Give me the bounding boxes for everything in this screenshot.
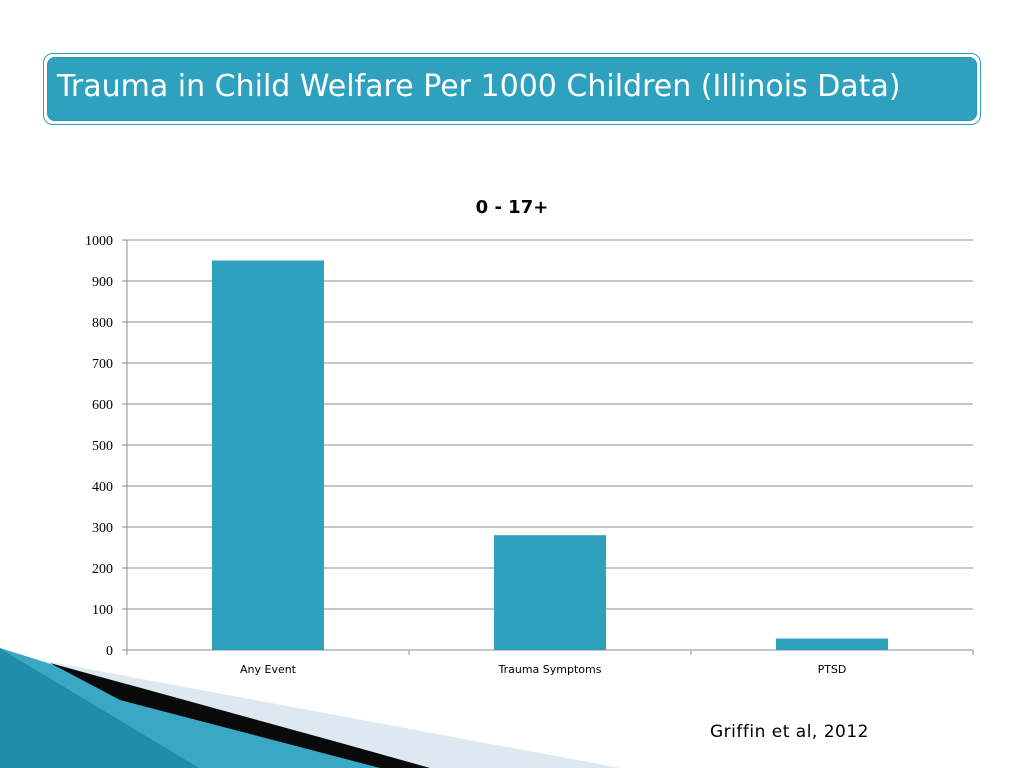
y-tick-label: 900 <box>92 275 113 290</box>
y-tick-label: 300 <box>92 521 113 536</box>
bar <box>212 260 324 650</box>
x-tick-label: Any Event <box>240 663 297 676</box>
y-tick-label: 600 <box>92 398 113 413</box>
bar <box>776 638 888 650</box>
y-tick-label: 400 <box>92 480 113 495</box>
bar <box>494 535 606 650</box>
slide-title: Trauma in Child Welfare Per 1000 Childre… <box>57 69 901 104</box>
y-tick-label: 0 <box>106 644 113 659</box>
y-tick-label: 700 <box>92 357 113 372</box>
citation: Griffin et al, 2012 <box>710 722 869 742</box>
x-tick-label: PTSD <box>818 663 847 676</box>
y-tick-label: 800 <box>92 316 113 331</box>
y-tick-label: 500 <box>92 439 113 454</box>
y-tick-label: 200 <box>92 562 113 577</box>
chart-title: 0 - 17+ <box>475 197 549 218</box>
title-bar: Trauma in Child Welfare Per 1000 Childre… <box>47 57 977 121</box>
y-tick-label: 100 <box>92 603 113 618</box>
y-tick-label: 1000 <box>85 234 113 249</box>
x-tick-label: Trauma Symptoms <box>498 663 602 676</box>
